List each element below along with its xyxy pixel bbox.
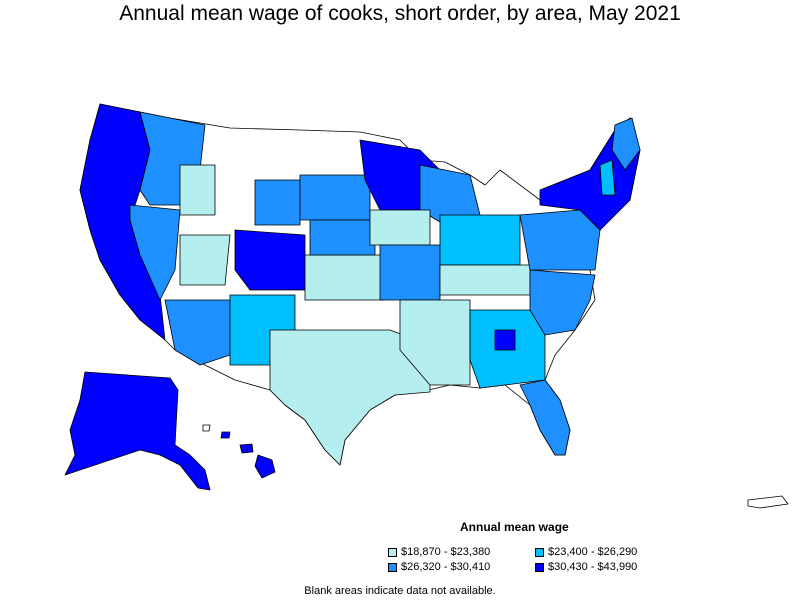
legend-item: $26,320 - $30,410 bbox=[388, 561, 490, 573]
region-idaho bbox=[179, 164, 216, 216]
region-arizona bbox=[164, 299, 231, 366]
legend-swatch bbox=[535, 547, 544, 557]
region-alaska bbox=[64, 371, 211, 491]
region-south bbox=[399, 299, 471, 386]
region-hawaii-big bbox=[254, 454, 276, 479]
region-hawaii-oahu bbox=[220, 431, 231, 439]
legend-item: $18,870 - $23,380 bbox=[388, 546, 490, 558]
region-iowa bbox=[369, 209, 431, 246]
region-hawaii-kauai bbox=[202, 424, 211, 432]
footnote: Blank areas indicate data not available. bbox=[304, 585, 496, 597]
region-mid-atlantic bbox=[519, 209, 601, 271]
region-colorado bbox=[234, 229, 306, 291]
legend-label: $30,430 - $43,990 bbox=[548, 561, 638, 573]
region-missouri bbox=[379, 244, 441, 301]
legend-swatch bbox=[388, 547, 397, 557]
page-title: Annual mean wage of cooks, short order, … bbox=[119, 2, 681, 25]
legend-title: Annual mean wage bbox=[460, 520, 569, 534]
region-atlanta bbox=[494, 329, 516, 351]
region-puerto-rico bbox=[747, 495, 789, 509]
region-vermont bbox=[599, 159, 616, 196]
region-carolinas bbox=[529, 269, 596, 336]
legend-item: $23,400 - $26,290 bbox=[535, 546, 637, 558]
legend-label: $18,870 - $23,380 bbox=[401, 546, 491, 558]
region-plains bbox=[304, 254, 386, 301]
region-florida bbox=[519, 379, 571, 456]
legend-label: $23,400 - $26,290 bbox=[548, 546, 638, 558]
region-nebraska bbox=[309, 219, 376, 256]
region-ohio-valley bbox=[439, 214, 521, 266]
legend-swatch bbox=[388, 562, 397, 572]
region-kentucky bbox=[439, 264, 531, 296]
region-hawaii-maui bbox=[239, 443, 254, 454]
region-maine bbox=[611, 117, 641, 171]
legend-item: $30,430 - $43,990 bbox=[535, 561, 637, 573]
region-wyoming bbox=[254, 179, 301, 226]
region-dakotas bbox=[299, 174, 371, 221]
legend-swatch bbox=[535, 562, 544, 572]
region-utah bbox=[179, 234, 231, 286]
legend-label: $26,320 - $30,410 bbox=[401, 561, 491, 573]
